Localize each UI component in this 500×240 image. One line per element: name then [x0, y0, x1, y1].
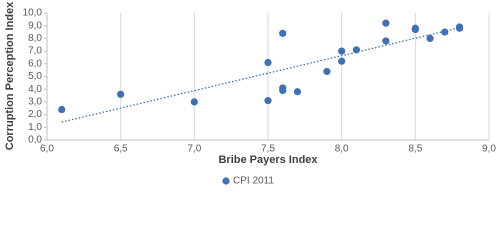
point: [190, 98, 198, 106]
point: [293, 88, 302, 96]
point: [382, 37, 390, 45]
y-tick-label: 7,0: [28, 46, 42, 57]
point: [117, 90, 125, 98]
x-tick-label: 7,5: [261, 144, 275, 155]
y-axis-title: Corruption Perception Index: [4, 1, 16, 150]
point: [338, 57, 346, 65]
y-tick-label: 8,0: [28, 33, 42, 44]
x-tick-label: 6,0: [40, 144, 54, 155]
point: [264, 58, 272, 67]
y-tick-label: 1,0: [28, 122, 42, 133]
point: [455, 24, 464, 32]
point: [338, 47, 346, 55]
y-tick-label: 0,0: [28, 135, 42, 146]
x-tick-label: 8,0: [335, 144, 349, 155]
chart: Bribe Payers Index Corruption Perception…: [4, 1, 496, 187]
y-tick-label: 3,0: [28, 97, 42, 108]
point: [352, 46, 360, 54]
y-tick-label: 4,0: [28, 84, 42, 95]
y-tick-label: 5,0: [28, 71, 42, 82]
y-tick-label: 6,0: [28, 58, 42, 69]
x-axis-title: Bribe Payers Index: [218, 154, 318, 166]
x-tick-label: 9,0: [482, 144, 496, 155]
point: [58, 105, 66, 114]
point: [382, 19, 390, 27]
x-tick-label: 8,5: [408, 144, 422, 155]
y-tick-label: 9,0: [28, 20, 42, 31]
x-tick-label: 6,5: [114, 144, 128, 155]
point: [279, 29, 287, 37]
point: [323, 67, 331, 76]
point: [441, 28, 449, 36]
point: [426, 34, 434, 43]
y-tick-label: 2,0: [28, 109, 42, 120]
point: [264, 97, 272, 105]
legend-marker: [222, 177, 230, 185]
x-tick-label: 7,0: [187, 144, 201, 155]
legend-label: CPI 2011: [233, 176, 274, 187]
point: [279, 86, 287, 95]
trendline: [61, 27, 460, 123]
point: [411, 25, 419, 34]
y-tick-label: 10,0: [23, 8, 43, 19]
